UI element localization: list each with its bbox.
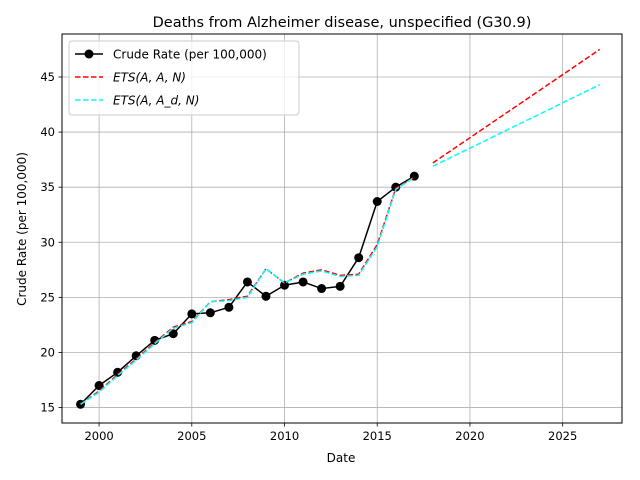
y-tick-label: 15 xyxy=(40,401,55,415)
x-tick-label: 2015 xyxy=(363,429,392,443)
legend-box xyxy=(68,40,300,116)
legend-label-ets-aadn: ETS(A, A_d, N) xyxy=(113,94,199,108)
legend-label-crude-rate: Crude Rate (per 100,000) xyxy=(113,48,267,62)
x-tick-label: 2010 xyxy=(270,429,299,443)
y-tick-label: 40 xyxy=(40,125,55,139)
data-point xyxy=(224,302,234,312)
data-point xyxy=(354,253,364,263)
series-line-4 xyxy=(432,84,601,167)
legend-label-ets-aan: ETS(A, A, N) xyxy=(113,71,186,85)
data-point xyxy=(242,277,252,287)
series-line-2 xyxy=(80,176,415,405)
x-axis: 2000 2005 2010 2015 2020 2025 xyxy=(84,423,577,443)
x-tick-label: 2025 xyxy=(548,429,577,443)
y-tick-label: 20 xyxy=(40,345,55,359)
plot-frame xyxy=(61,33,623,424)
series-line-3 xyxy=(432,48,601,164)
data-point xyxy=(372,197,382,207)
y-axis-label: Crude Rate (per 100,000) xyxy=(15,152,29,306)
x-tick-label: 2005 xyxy=(177,429,206,443)
data-point xyxy=(391,182,401,192)
y-axis: 15 20 25 30 35 40 45 xyxy=(40,70,62,415)
x-axis-label: Date xyxy=(327,451,356,465)
y-tick-label: 30 xyxy=(40,235,55,249)
y-tick-label: 35 xyxy=(40,180,55,194)
chart-title: Deaths from Alzheimer disease, unspecifi… xyxy=(153,15,532,31)
series-layer xyxy=(76,48,601,409)
data-point xyxy=(168,329,178,339)
data-point xyxy=(187,309,197,319)
x-tick-label: 2020 xyxy=(455,429,484,443)
data-point xyxy=(317,284,327,294)
legend: Crude Rate (per 100,000) ETS(A, A, N) ET… xyxy=(68,40,300,116)
y-tick-label: 25 xyxy=(40,290,55,304)
data-point xyxy=(298,277,308,287)
data-point xyxy=(94,381,104,391)
series-line-1 xyxy=(80,176,415,405)
data-point xyxy=(335,281,345,291)
x-tick-label: 2000 xyxy=(84,429,113,443)
data-point xyxy=(280,280,290,290)
data-point xyxy=(261,291,271,301)
grid xyxy=(62,34,622,423)
legend-marker-crude-rate xyxy=(84,49,94,59)
y-tick-label: 45 xyxy=(40,70,55,84)
series-line-0 xyxy=(80,175,415,405)
data-point xyxy=(205,308,215,318)
